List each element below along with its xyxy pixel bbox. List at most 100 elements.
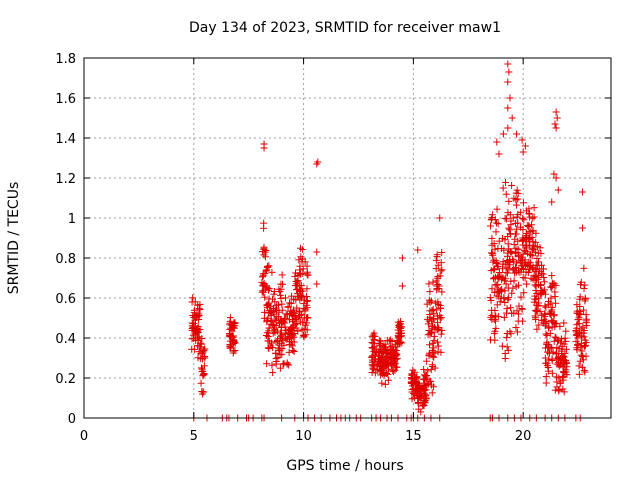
data-point — [512, 259, 520, 267]
data-point — [397, 323, 405, 331]
data-point — [380, 372, 388, 380]
data-point — [523, 222, 531, 230]
plot-frame — [83, 57, 612, 419]
data-point — [541, 354, 549, 362]
data-point — [261, 253, 269, 261]
data-point — [538, 286, 546, 294]
data-point — [396, 340, 404, 348]
data-point — [426, 330, 434, 338]
data-point — [488, 215, 496, 223]
data-point — [313, 280, 321, 288]
data-point — [279, 280, 287, 288]
data-point — [501, 275, 509, 283]
data-point — [260, 140, 268, 148]
data-point — [259, 273, 267, 281]
y-tick-label: 0.4 — [55, 332, 76, 347]
data-point — [580, 306, 588, 314]
y-axis-label: SRMTID / TECUs — [6, 182, 22, 295]
data-point — [284, 333, 292, 341]
chart-title: Day 134 of 2023, SRMTID for receiver maw… — [189, 20, 501, 36]
data-point — [487, 313, 495, 321]
data-point — [438, 326, 446, 334]
data-point — [195, 305, 203, 313]
data-point — [552, 124, 560, 132]
data-point — [503, 252, 511, 260]
data-point — [555, 374, 563, 382]
data-point — [551, 120, 559, 128]
data-point — [423, 357, 431, 365]
data-point — [426, 341, 434, 349]
data-point — [521, 260, 529, 268]
data-point — [428, 307, 436, 315]
data-point — [512, 248, 520, 256]
data-point — [526, 213, 534, 221]
data-point — [313, 248, 321, 256]
data-point — [303, 270, 311, 278]
data-point — [196, 306, 204, 314]
data-point — [259, 270, 267, 278]
data-point — [562, 327, 570, 335]
data-point — [548, 279, 556, 287]
data-point — [415, 384, 423, 392]
data-point — [272, 355, 280, 363]
data-point — [416, 389, 424, 397]
data-point — [559, 376, 567, 384]
data-point — [548, 272, 556, 280]
data-point — [486, 222, 494, 230]
data-point — [494, 263, 502, 271]
data-point — [519, 241, 527, 249]
data-point — [437, 330, 445, 338]
data-point — [504, 78, 512, 86]
data-point — [534, 249, 542, 257]
data-point — [487, 249, 495, 257]
data-point — [434, 274, 442, 282]
data-point — [575, 370, 583, 378]
data-point — [551, 293, 559, 301]
data-point — [283, 360, 291, 368]
y-tick-label: 1 — [68, 212, 76, 227]
data-point — [265, 285, 273, 293]
data-point — [434, 261, 442, 269]
data-point — [537, 281, 545, 289]
data-point — [504, 346, 512, 354]
data-point — [493, 259, 501, 267]
data-point — [295, 256, 303, 264]
data-point — [514, 237, 522, 245]
data-point — [292, 324, 300, 332]
data-point — [490, 275, 498, 283]
data-point — [493, 138, 501, 146]
data-point — [572, 337, 580, 345]
data-point — [520, 289, 528, 297]
data-point — [420, 365, 428, 373]
data-point — [548, 284, 556, 292]
data-point — [272, 338, 280, 346]
data-point — [281, 294, 289, 302]
data-point — [434, 338, 442, 346]
data-point — [291, 315, 299, 323]
data-point — [430, 344, 438, 352]
data-point — [512, 323, 520, 331]
data-point — [506, 211, 514, 219]
data-point — [438, 288, 446, 296]
data-point — [513, 328, 521, 336]
data-point — [549, 348, 557, 356]
tick-labels: 0 0.2 0.4 0.6 0.8 1 1.2 1.4 1.6 1.8 0 5 10 15 20 — [55, 52, 531, 444]
data-point — [231, 319, 239, 327]
data-point — [521, 258, 529, 266]
data-point — [530, 204, 538, 212]
data-point — [287, 300, 295, 308]
data-point — [504, 124, 512, 132]
data-point — [543, 331, 551, 339]
y-tick-label: 1.4 — [55, 132, 76, 147]
data-point — [493, 301, 501, 309]
data-point — [499, 130, 507, 138]
data-point — [265, 286, 273, 294]
data-point — [500, 246, 508, 254]
data-point — [424, 331, 432, 339]
data-point — [268, 268, 276, 276]
data-point — [280, 360, 288, 368]
data-point — [201, 345, 209, 353]
data-point — [547, 299, 555, 307]
data-point — [369, 339, 377, 347]
data-point — [495, 150, 503, 158]
